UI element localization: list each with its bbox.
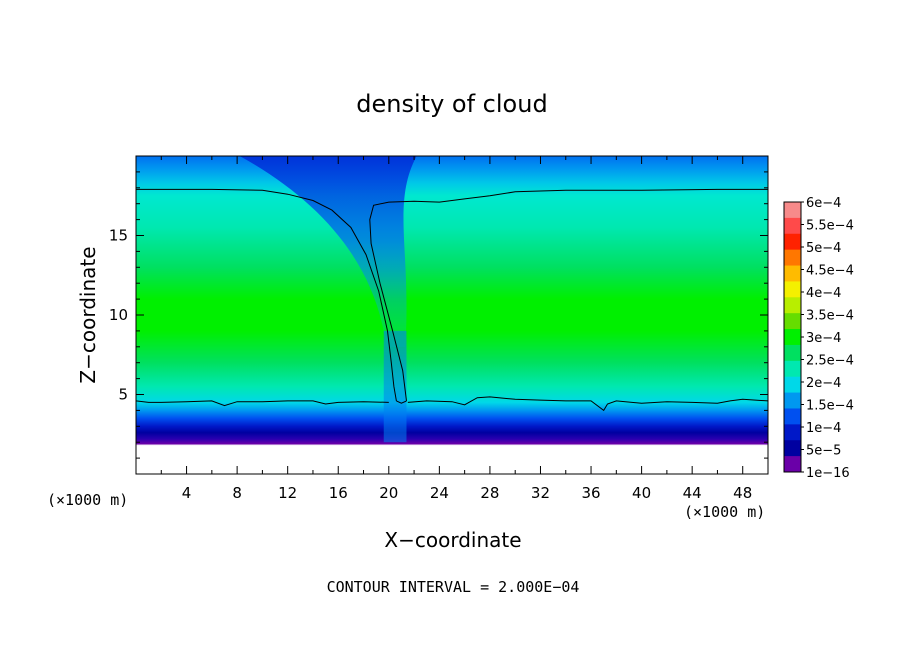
colorbar-label: 1.5e−4: [806, 399, 854, 414]
y-tick-label: 5: [118, 386, 128, 404]
colorbar-swatch: [784, 376, 801, 394]
x-unit-left: (×1000 m): [47, 491, 128, 509]
x-tick-label: 20: [379, 484, 398, 502]
colorbar-label: 2e−4: [806, 376, 841, 391]
colorbar-label: 1e−16: [806, 466, 850, 481]
colorbar-swatch: [784, 360, 801, 378]
y-axis-label: Z−coordinate: [76, 246, 100, 383]
colorbar-label: 6e−4: [806, 196, 841, 211]
colorbar-label: 2.5e−4: [806, 354, 854, 369]
contour-plume-right: [369, 188, 768, 401]
x-tick-label: 8: [232, 484, 242, 502]
colorbar: 6e−4 5.5e−4 5e−4 4.5e−4 4e−4 3.5e−4 3e−4 2.5e−4…: [783, 196, 854, 481]
colorbar-swatch: [784, 408, 801, 425]
x-tick-label: 16: [329, 484, 348, 502]
colorbar-swatch: [784, 217, 801, 235]
contour-interval-footer: CONTOUR INTERVAL = 2.000E−04: [327, 578, 580, 596]
colorbar-swatch: [784, 249, 801, 267]
colorbar-label: 3e−4: [806, 331, 841, 346]
colorbar-swatch: [784, 456, 801, 473]
x-tick-label: 28: [480, 484, 499, 502]
dry-plume-region: [239, 156, 417, 347]
colorbar-label: 4e−4: [806, 286, 841, 301]
dry-plume-stem: [383, 330, 407, 443]
colorbar-swatch: [784, 281, 801, 298]
colorbar-swatch: [784, 392, 801, 409]
colorbar-swatch: [784, 344, 801, 362]
y-tick-label: 10: [109, 306, 128, 324]
colorbar-swatch: [784, 265, 801, 282]
x-tick-label: 36: [581, 484, 600, 502]
x-tick-label: 4: [182, 484, 192, 502]
x-tick-label: 32: [531, 484, 550, 502]
colorbar-swatch: [784, 297, 801, 314]
x-axis-label: X−coordinate: [384, 528, 521, 552]
x-tick-label: 40: [632, 484, 651, 502]
field-background: [136, 156, 768, 474]
colorbar-label: 4.5e−4: [806, 264, 854, 279]
contour-lower-left: [136, 400, 389, 407]
x-tick-label: 12: [278, 484, 297, 502]
colorbar-swatch: [784, 329, 801, 346]
x-unit-right: (×1000 m): [684, 503, 765, 521]
colorbar-swatch: [784, 202, 801, 219]
x-tick-label: 48: [733, 484, 752, 502]
colorbar-swatch: [784, 233, 801, 251]
density-field: [136, 156, 768, 474]
colorbar-label: 5e−4: [806, 241, 841, 256]
colorbar-label: 5e−5: [806, 444, 841, 459]
y-tick-label: 15: [109, 227, 128, 245]
contour-lower-right: [407, 396, 768, 412]
colorbar-label: 5.5e−4: [806, 219, 854, 234]
colorbar-swatch: [784, 440, 801, 457]
contour-plume-left: [136, 188, 397, 401]
colorbar-swatch: [784, 424, 801, 441]
x-tick-label: 44: [683, 484, 702, 502]
colorbar-label: 3.5e−4: [806, 309, 854, 324]
colorbar-swatch: [784, 313, 801, 330]
colorbar-label: 1e−4: [806, 421, 841, 436]
chart-title: density of cloud: [356, 90, 547, 118]
contour-plume-cap: [396, 400, 407, 404]
contour-lines: [136, 188, 768, 412]
x-tick-label: 24: [430, 484, 449, 502]
